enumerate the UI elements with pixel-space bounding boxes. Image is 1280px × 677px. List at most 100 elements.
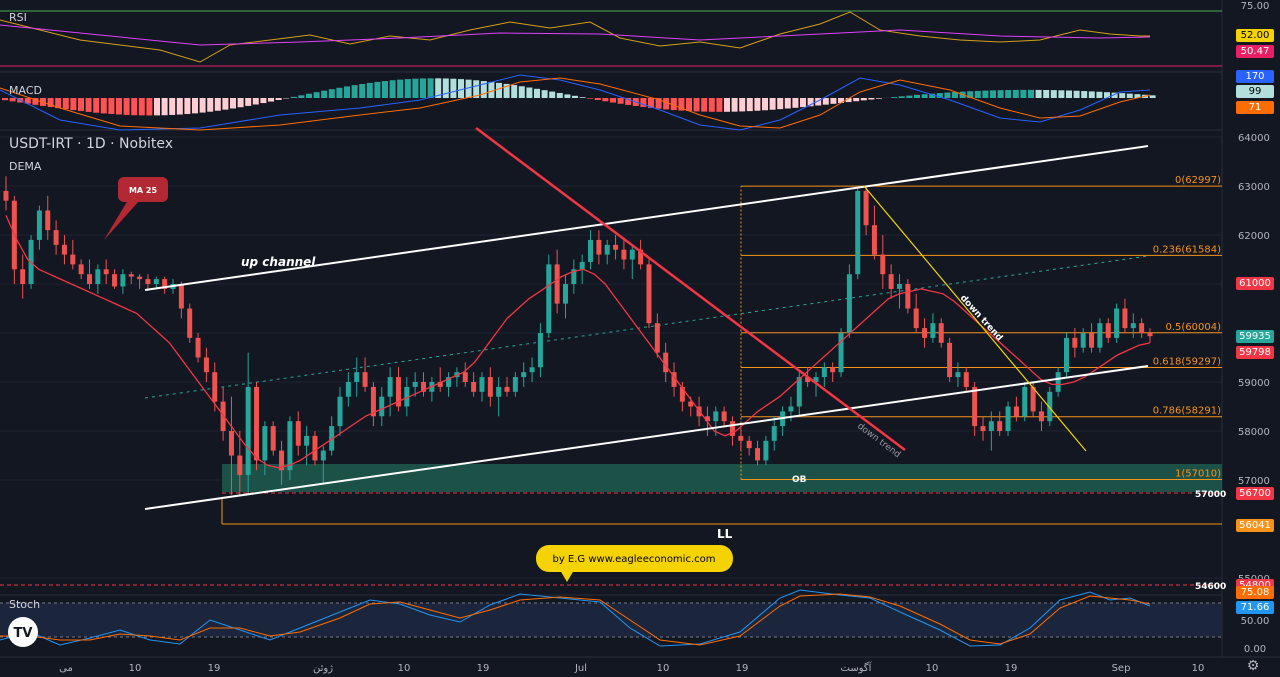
macd-histogram-bar (382, 81, 388, 98)
candle-body (270, 426, 276, 451)
macd-histogram-bar (731, 98, 738, 112)
macd-histogram-bar (237, 98, 244, 108)
macd-histogram-bar (214, 98, 221, 111)
candle-body (905, 284, 911, 309)
candle-body (53, 230, 59, 245)
candle-body (1022, 386, 1028, 417)
candle-body (646, 264, 652, 324)
macd-histogram-bar (336, 87, 343, 98)
fib-level-label: 0.236(61584) (1153, 244, 1221, 255)
macd-histogram-bar (268, 98, 274, 102)
tradingview-logo[interactable] (8, 617, 38, 647)
candle-body (295, 421, 301, 446)
macd-value-badge-c: 71 (1236, 101, 1274, 114)
candle-body (437, 382, 443, 387)
candle-body (112, 274, 118, 287)
fib-level-label: 0.786(58291) (1153, 406, 1221, 417)
candle-body (863, 190, 869, 226)
macd-histogram-bar (936, 93, 943, 98)
macd-histogram-bar (541, 90, 548, 98)
candle-body (3, 190, 9, 201)
macd-histogram-bar (2, 98, 8, 101)
candle-body (387, 377, 393, 397)
rsi-value-badge-a: 52.00 (1236, 29, 1274, 42)
price-grid (0, 136, 1222, 579)
candle-body (821, 367, 827, 378)
candle-body (1055, 372, 1061, 392)
candle-body (1038, 411, 1044, 422)
candle-body (61, 244, 67, 255)
candle-body (913, 308, 919, 329)
ma-callout-pointer (104, 200, 140, 240)
ob-label: OB (792, 475, 807, 485)
candle-body (178, 284, 184, 309)
candle-body (671, 372, 677, 387)
settings-gear-icon[interactable]: ⚙ (1247, 658, 1260, 674)
candle-body (562, 284, 568, 304)
candle-body (813, 377, 819, 382)
macd-histogram-bar (967, 91, 974, 98)
macd-histogram-bar (518, 86, 525, 98)
time-axis-tick: می (59, 663, 73, 674)
macd-histogram-bar (169, 98, 176, 115)
symbol-header[interactable]: USDT-IRT · 1D · Nobitex (9, 136, 173, 152)
candle-body (621, 249, 627, 260)
macd-histogram-bar (952, 92, 958, 98)
macd-histogram-bar (397, 79, 404, 98)
macd-histogram-bar (1005, 90, 1012, 98)
candle-body (345, 382, 351, 397)
macd-histogram-bar (93, 98, 100, 113)
candle-body (930, 323, 936, 338)
macd-histogram-bar (503, 83, 510, 98)
macd-histogram-bar (556, 92, 563, 98)
macd-histogram-bar (800, 98, 806, 108)
macd-histogram-bar (784, 98, 791, 109)
candle-body (1063, 337, 1069, 373)
macd-histogram-bar (366, 82, 373, 98)
macd-histogram-bar (328, 89, 335, 98)
candle-body (95, 269, 101, 284)
candle-body (487, 377, 493, 397)
macd-histogram-bar (845, 98, 852, 103)
candle-body (755, 448, 761, 461)
candle-body (855, 190, 861, 275)
candle-body (78, 264, 84, 275)
candle-body (1005, 406, 1011, 431)
macd-histogram-bar (1111, 92, 1118, 98)
candle-body (788, 406, 794, 412)
macd-histogram-bar (511, 85, 518, 98)
channel-midline (144, 255, 1149, 399)
price-badge-61000: 61000 (1236, 277, 1274, 290)
candlesticks (3, 176, 1153, 495)
rsi-value-badge-b: 50.47 (1236, 45, 1274, 58)
candle-body (521, 372, 527, 378)
candle-body (1105, 323, 1111, 338)
candle-body (997, 421, 1003, 431)
candle-body (629, 249, 635, 260)
dema-indicator-label[interactable]: DEMA (9, 160, 42, 173)
candle-body (938, 323, 944, 343)
macd-histogram-bar (9, 98, 16, 102)
macd-histogram-bar (655, 98, 662, 109)
macd-histogram-bar (1081, 91, 1088, 98)
candle-body (45, 210, 51, 231)
macd-histogram-bar (123, 98, 130, 115)
macd-histogram-bar (1066, 90, 1072, 98)
macd-title: MACD (9, 84, 42, 97)
macd-histogram-bar (85, 98, 92, 112)
candle-body (771, 426, 777, 441)
macd-histogram-bar (116, 98, 122, 115)
price-badge-59935: 59935 (1236, 330, 1274, 343)
macd-histogram-bar (1096, 91, 1103, 98)
macd-histogram-bar (222, 98, 229, 110)
time-axis-tick: Jul (574, 663, 587, 674)
macd-histogram-bar (1126, 93, 1133, 98)
time-axis-tick: 10 (657, 663, 670, 674)
macd-signal-line (0, 77, 1151, 131)
macd-histogram-bar (815, 98, 822, 106)
candle-body (354, 372, 360, 382)
candle-body (604, 244, 610, 255)
candle-body (237, 455, 243, 476)
candle-body (746, 440, 752, 449)
